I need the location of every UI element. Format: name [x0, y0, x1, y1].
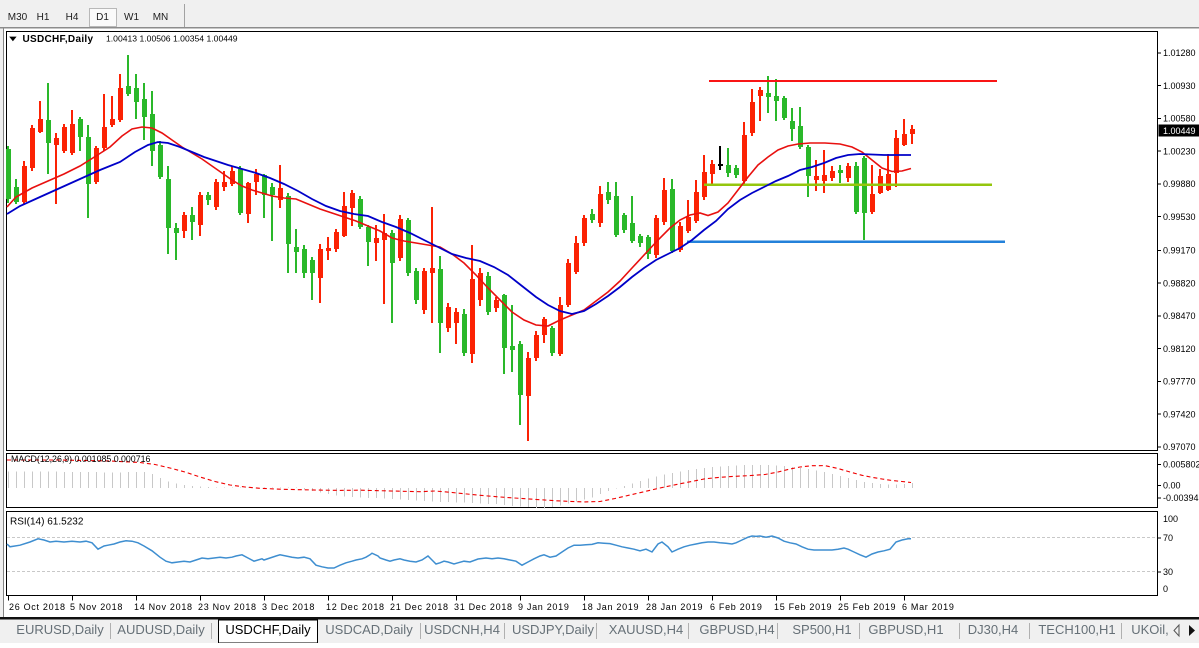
svg-text:-0.003945: -0.003945 [1163, 493, 1199, 503]
svg-text:9 Jan 2019: 9 Jan 2019 [518, 602, 570, 612]
svg-text:0.00: 0.00 [1163, 481, 1181, 491]
svg-text:31 Dec 2018: 31 Dec 2018 [454, 602, 513, 612]
svg-text:25 Feb 2019: 25 Feb 2019 [838, 602, 896, 612]
svg-text:GBPUSD,H4: GBPUSD,H4 [699, 622, 774, 637]
svg-text:1.01280: 1.01280 [1163, 48, 1196, 58]
svg-text:0.98820: 0.98820 [1163, 278, 1196, 288]
svg-text:23 Nov 2018: 23 Nov 2018 [198, 602, 257, 612]
svg-text:USDCHF,Daily: USDCHF,Daily [23, 34, 94, 45]
svg-text:SP500,H1: SP500,H1 [792, 622, 851, 637]
svg-text:MACD(12,26,9) 0.001085 0.00071: MACD(12,26,9) 0.001085 0.000716 [11, 454, 150, 464]
svg-text:6 Feb 2019: 6 Feb 2019 [710, 602, 763, 612]
svg-text:30: 30 [1163, 567, 1173, 577]
svg-text:28 Jan 2019: 28 Jan 2019 [646, 602, 703, 612]
svg-text:USDCAD,Daily: USDCAD,Daily [325, 622, 413, 637]
svg-text:USDCNH,H4: USDCNH,H4 [424, 622, 500, 637]
svg-text:EURUSD,Daily: EURUSD,Daily [16, 622, 104, 637]
svg-text:1.00354: 1.00354 [173, 34, 204, 44]
svg-text:0.97770: 0.97770 [1163, 377, 1196, 387]
svg-text:3 Dec 2018: 3 Dec 2018 [262, 602, 315, 612]
svg-text:1.00230: 1.00230 [1163, 146, 1196, 156]
svg-text:0.005802: 0.005802 [1163, 460, 1199, 470]
svg-text:W1: W1 [124, 12, 139, 23]
svg-text:1.00449: 1.00449 [207, 34, 238, 44]
svg-text:DJ30,H4: DJ30,H4 [968, 622, 1019, 637]
svg-text:26 Oct 2018: 26 Oct 2018 [9, 602, 66, 612]
svg-text:USDJPY,Daily: USDJPY,Daily [512, 622, 595, 637]
svg-text:0.99530: 0.99530 [1163, 212, 1196, 222]
svg-text:0.98120: 0.98120 [1163, 344, 1196, 354]
svg-text:0.99880: 0.99880 [1163, 179, 1196, 189]
svg-text:1.00580: 1.00580 [1163, 114, 1196, 124]
svg-text:1.00413: 1.00413 [106, 34, 137, 44]
svg-text:100: 100 [1163, 514, 1178, 524]
svg-text:UKOil,: UKOil, [1131, 622, 1169, 637]
svg-text:1.00506: 1.00506 [140, 34, 171, 44]
svg-text:0.98470: 0.98470 [1163, 311, 1196, 321]
svg-text:70: 70 [1163, 533, 1173, 543]
svg-text:XAUUSD,H4: XAUUSD,H4 [609, 622, 683, 637]
svg-text:14 Nov 2018: 14 Nov 2018 [134, 602, 193, 612]
svg-text:AUDUSD,Daily: AUDUSD,Daily [117, 622, 205, 637]
svg-text:1.00449: 1.00449 [1163, 126, 1196, 136]
svg-text:12 Dec 2018: 12 Dec 2018 [326, 602, 385, 612]
svg-text:M30: M30 [8, 12, 28, 23]
svg-text:0.97420: 0.97420 [1163, 409, 1196, 419]
svg-text:USDCHF,Daily: USDCHF,Daily [225, 622, 311, 637]
svg-text:0: 0 [1163, 584, 1168, 594]
svg-text:0.99170: 0.99170 [1163, 246, 1196, 256]
svg-text:21 Dec 2018: 21 Dec 2018 [390, 602, 449, 612]
svg-text:TECH100,H1: TECH100,H1 [1038, 622, 1115, 637]
svg-text:15 Feb 2019: 15 Feb 2019 [774, 602, 832, 612]
svg-text:H4: H4 [66, 12, 79, 23]
svg-text:1.00930: 1.00930 [1163, 81, 1196, 91]
svg-text:H1: H1 [37, 12, 50, 23]
svg-text:6 Mar 2019: 6 Mar 2019 [902, 602, 955, 612]
svg-text:0.97070: 0.97070 [1163, 442, 1196, 452]
svg-text:RSI(14) 61.5232: RSI(14) 61.5232 [10, 517, 84, 528]
svg-text:MN: MN [153, 12, 169, 23]
svg-text:18 Jan 2019: 18 Jan 2019 [582, 602, 639, 612]
svg-text:GBPUSD,H1: GBPUSD,H1 [868, 622, 943, 637]
svg-text:D1: D1 [96, 12, 109, 23]
svg-text:5 Nov 2018: 5 Nov 2018 [70, 602, 123, 612]
